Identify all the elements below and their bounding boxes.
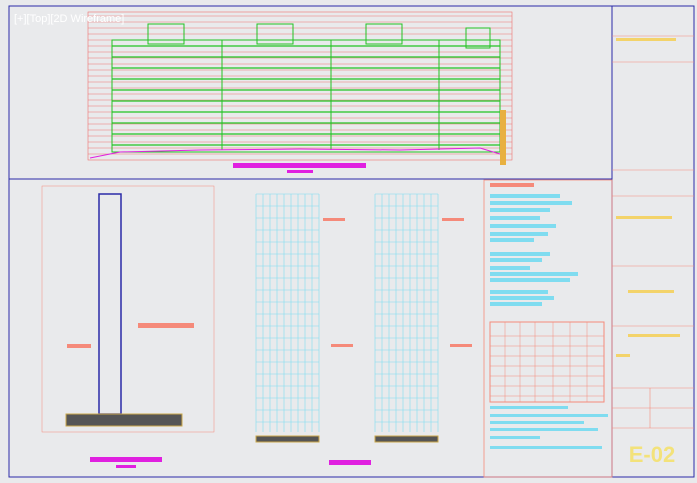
- note-line: [490, 290, 548, 294]
- ground: [89, 147, 501, 159]
- title-block: [612, 35, 694, 429]
- section-drawing: [41, 185, 215, 468]
- note-line: [490, 258, 542, 262]
- note-line: [490, 436, 540, 439]
- note-line: [490, 266, 530, 270]
- note-line: [490, 296, 554, 300]
- dim-box: [41, 185, 215, 433]
- notes-panel: [483, 179, 613, 478]
- label-bar: [116, 465, 136, 468]
- note-line: [490, 208, 550, 212]
- pier: [365, 23, 403, 45]
- header: [490, 183, 534, 187]
- reinforcement-grids: [255, 193, 472, 465]
- note-line: [490, 238, 534, 242]
- elevation-drawing: [87, 11, 513, 173]
- note: [442, 218, 464, 221]
- note-line: [490, 224, 556, 228]
- note-line: [490, 272, 578, 276]
- note: [450, 344, 472, 347]
- note: [331, 344, 353, 347]
- wall: [111, 39, 501, 153]
- footing: [65, 413, 183, 427]
- label-bar: [329, 460, 371, 465]
- outline: [87, 11, 513, 161]
- label-bar: [233, 163, 366, 168]
- note-line: [490, 428, 598, 431]
- sheet-border: [8, 5, 695, 478]
- column: [500, 110, 506, 165]
- pier: [465, 27, 491, 49]
- note-line: [490, 252, 550, 256]
- panel: [483, 179, 613, 478]
- table: [489, 321, 605, 403]
- note-line: [490, 278, 570, 282]
- footing: [255, 435, 320, 443]
- note: [138, 323, 194, 328]
- note-line: [490, 302, 542, 306]
- pier: [147, 23, 185, 45]
- label-bar: [287, 170, 313, 173]
- note-line: [490, 414, 608, 417]
- note: [323, 218, 345, 221]
- title-text: [628, 334, 680, 337]
- note-line: [490, 194, 560, 198]
- note: [67, 344, 91, 348]
- footing: [374, 435, 439, 443]
- note-line: [490, 232, 548, 236]
- title-text: [616, 38, 676, 41]
- note-line: [490, 446, 602, 449]
- pier: [256, 23, 294, 45]
- title-text: [616, 354, 630, 357]
- note-line: [490, 406, 568, 409]
- title-text: [628, 290, 674, 293]
- sheet-number: E-02: [629, 442, 675, 467]
- title-text: [616, 216, 672, 219]
- label-bar: [90, 457, 162, 462]
- note-line: [490, 201, 572, 205]
- viewport-label[interactable]: [+][Top][2D Wireframe]: [14, 13, 124, 25]
- note-line: [490, 216, 540, 220]
- note-line: [490, 421, 584, 424]
